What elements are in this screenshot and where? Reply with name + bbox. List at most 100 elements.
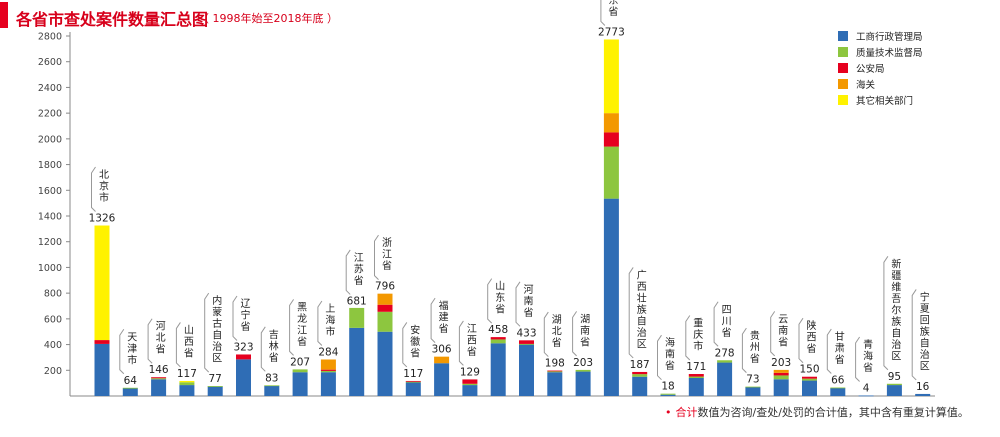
bar-segment	[207, 386, 223, 387]
bar-total-label: 18	[661, 381, 674, 393]
category-label: 甘肃省	[835, 330, 845, 366]
legend-swatch	[838, 79, 848, 89]
bar-segment	[434, 363, 450, 396]
bar-segment	[603, 198, 619, 396]
bar-segment	[688, 378, 704, 396]
category-bracket	[572, 311, 578, 357]
legend-label: 海关	[856, 80, 876, 91]
category-label: 江西省	[467, 323, 477, 358]
category-bracket	[345, 249, 351, 295]
y-tick-label: 2600	[38, 57, 62, 68]
bar-segment	[377, 293, 393, 305]
category-label: 北京市	[99, 169, 109, 204]
bar-segment	[264, 385, 280, 396]
y-tick-label: 1800	[38, 160, 62, 171]
bar-segment	[802, 376, 817, 379]
bar-segment	[802, 380, 817, 396]
category-bracket	[628, 267, 634, 359]
y-tick-label: 1600	[38, 186, 62, 197]
category-label: 河南省	[524, 284, 534, 319]
bar-segment	[320, 372, 336, 396]
bar-segment	[264, 385, 280, 387]
bar-segment	[773, 372, 789, 376]
category-label: 湖南省	[580, 313, 590, 348]
category-bracket	[600, 0, 606, 26]
bar-total-label: 83	[265, 372, 278, 384]
category-bracket	[260, 326, 266, 372]
bar-segment	[151, 377, 167, 379]
category-bracket	[685, 315, 691, 361]
bar-segment	[745, 387, 761, 396]
bar-segment	[688, 374, 704, 377]
bar-total-label: 117	[177, 368, 197, 380]
chart-title: 各省市查处案件数量汇总图	[16, 10, 209, 29]
bar-segment	[886, 383, 902, 386]
bar-segment	[547, 371, 563, 373]
bar-segment	[745, 386, 761, 388]
bar-total-label: 203	[573, 357, 593, 369]
legend-label: 其它相关部门	[856, 96, 914, 107]
bar-segment	[94, 340, 110, 344]
category-bracket	[798, 317, 804, 364]
category-bracket	[232, 295, 238, 341]
bar-segment	[547, 370, 563, 372]
legend-item-zhijian: 质量技术监督局	[838, 44, 923, 60]
bar-total-label: 198	[545, 358, 565, 370]
category-label: 吉林省	[269, 329, 279, 364]
bar-segment	[632, 374, 648, 377]
y-tick-label: 200	[44, 366, 62, 377]
bar-segment	[773, 375, 789, 380]
legend-item-gongshang: 工商行政管理局	[838, 28, 923, 44]
category-bracket	[119, 328, 125, 375]
category-bracket	[147, 318, 153, 364]
bar-segment	[660, 394, 676, 396]
category-bracket	[883, 256, 889, 371]
category-label: 辽宁省	[241, 298, 251, 333]
bar-segment	[151, 379, 167, 396]
title-accent	[0, 2, 8, 28]
bar-segment	[122, 387, 138, 389]
bar-segment	[519, 340, 534, 344]
bar-segment	[179, 385, 195, 396]
bar-segment	[434, 356, 450, 364]
category-label: 重庆市	[693, 317, 703, 353]
category-label: 广西壮族自治区	[637, 269, 647, 350]
bar-segment	[632, 376, 648, 396]
legend-swatch	[838, 95, 848, 105]
category-label: 贵州省	[750, 329, 760, 365]
category-label: 江苏省	[354, 252, 364, 287]
bar-segment	[603, 39, 619, 114]
bar-segment	[858, 395, 874, 397]
bar-segment	[773, 369, 789, 373]
legend-label: 工商行政管理局	[856, 32, 923, 43]
bar-segment	[405, 381, 421, 383]
bar-total-label: 1326	[89, 213, 116, 225]
legend-swatch	[838, 63, 848, 73]
category-bracket	[713, 301, 719, 347]
category-label: 新疆维吾尔族自治区	[891, 257, 901, 362]
bar-segment	[603, 146, 619, 199]
category-bracket	[458, 320, 464, 366]
category-bracket	[289, 299, 295, 356]
bar-total-label: 73	[746, 374, 759, 386]
bar-segment	[207, 386, 223, 396]
category-bracket	[374, 234, 379, 281]
y-tick-label: 2400	[38, 83, 62, 94]
category-label: 山西省	[184, 324, 194, 359]
bar-segment	[320, 370, 336, 373]
bar-total-label: 4	[863, 382, 870, 394]
bar-segment	[405, 382, 421, 396]
legend-swatch	[838, 47, 848, 57]
bar-total-label: 278	[715, 347, 735, 359]
bar-total-label: 150	[799, 364, 819, 376]
bar-segment	[320, 369, 336, 371]
bar-segment	[462, 383, 478, 386]
bar-segment	[915, 393, 931, 396]
category-label: 宁夏回族自治区	[920, 290, 930, 372]
bar-total-label: 64	[124, 375, 138, 387]
bar-segment	[377, 331, 393, 396]
bar-segment	[377, 304, 393, 312]
y-tick-label: 400	[44, 340, 62, 351]
bar-segment	[462, 385, 478, 396]
category-bracket	[317, 300, 323, 346]
